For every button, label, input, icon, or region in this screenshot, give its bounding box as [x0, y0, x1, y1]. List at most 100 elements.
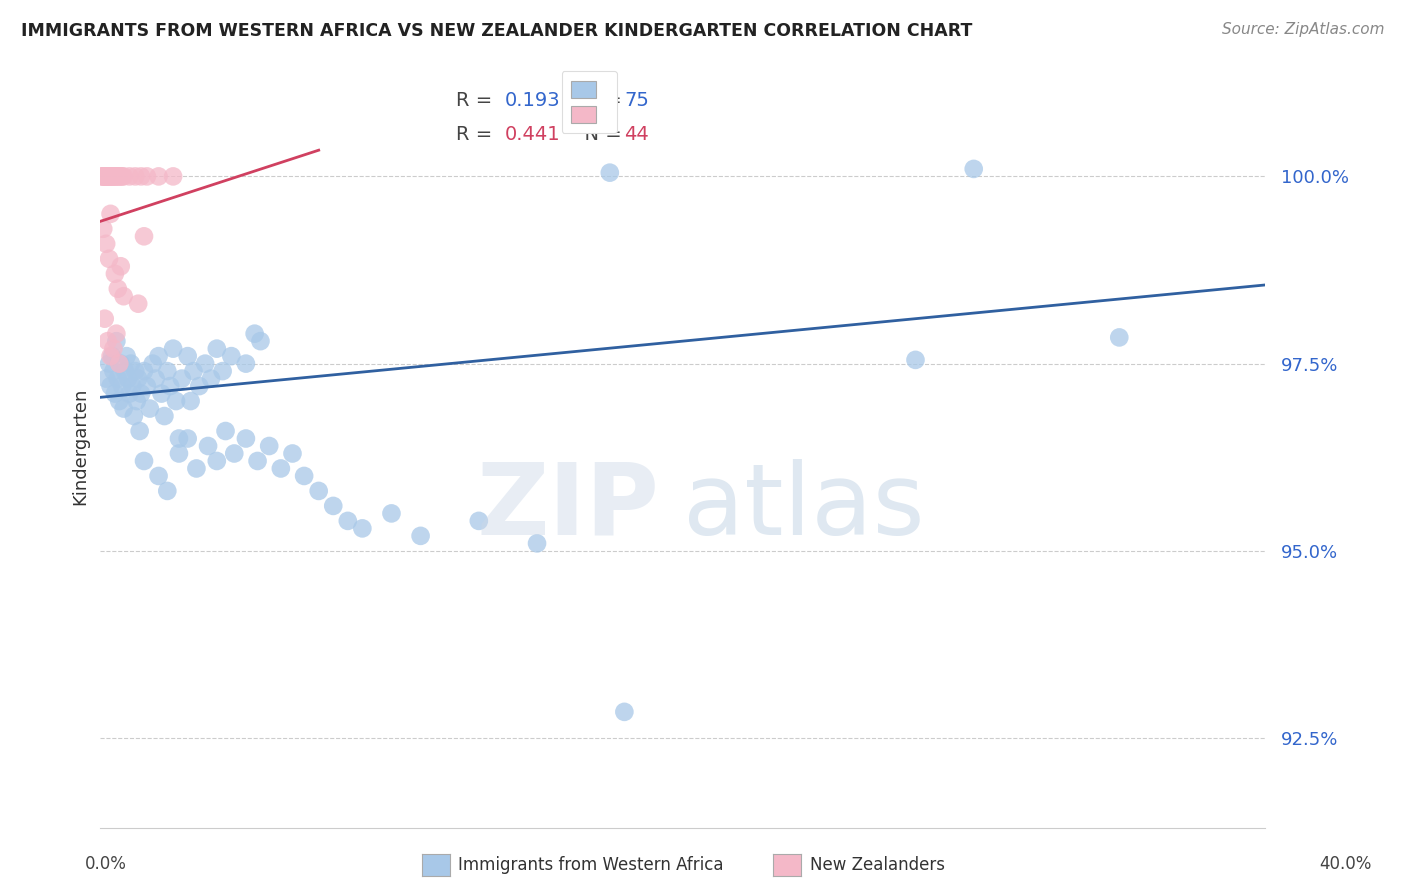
Point [91, 222, 114, 236]
Point [159, 379, 181, 393]
Point [100, 379, 122, 393]
Text: 0.441: 0.441 [505, 126, 560, 145]
Point [114, 364, 136, 378]
Point [162, 342, 184, 356]
Point [96, 169, 118, 184]
Point [107, 371, 129, 385]
Point [148, 169, 170, 184]
Text: Source: ZipAtlas.com: Source: ZipAtlas.com [1222, 22, 1385, 37]
Text: 0.193: 0.193 [505, 91, 560, 110]
Point [214, 424, 236, 438]
Point [224, 446, 246, 460]
Point [94, 169, 117, 184]
Point [200, 371, 222, 385]
Point [108, 357, 131, 371]
Point [108, 394, 131, 409]
Point [107, 282, 129, 296]
Point [145, 371, 167, 385]
Point [97, 334, 120, 348]
Text: 75: 75 [624, 91, 650, 110]
Point [153, 409, 176, 423]
Legend: , : , [561, 71, 617, 133]
Point [100, 207, 122, 221]
Point [110, 357, 132, 371]
Point [94, 169, 117, 184]
Point [90, 169, 112, 184]
Point [148, 469, 170, 483]
Point [110, 260, 132, 274]
Point [221, 349, 243, 363]
Point [104, 169, 127, 184]
Text: New Zealanders: New Zealanders [810, 856, 945, 874]
Point [91, 169, 114, 184]
Point [186, 461, 208, 475]
Point [118, 386, 141, 401]
Point [120, 357, 142, 371]
Point [93, 169, 115, 184]
Point [257, 439, 280, 453]
Point [526, 536, 548, 550]
Point [112, 289, 135, 303]
Point [281, 446, 304, 460]
Point [156, 364, 179, 378]
Point [98, 357, 121, 371]
Point [112, 401, 135, 416]
Text: N =: N = [572, 126, 628, 145]
Point [104, 386, 127, 401]
Point [101, 169, 124, 184]
Point [1108, 330, 1130, 344]
Point [170, 371, 193, 385]
Point [162, 169, 184, 184]
Point [963, 161, 986, 176]
Point [127, 371, 149, 385]
Point [150, 386, 173, 401]
Point [107, 169, 129, 184]
Point [128, 424, 150, 438]
Point [125, 394, 148, 409]
Point [103, 364, 125, 378]
Point [115, 349, 138, 363]
Point [380, 507, 402, 521]
Point [165, 394, 187, 409]
Point [96, 371, 118, 385]
Point [101, 349, 124, 363]
Point [111, 169, 134, 184]
Point [194, 357, 217, 371]
Text: IMMIGRANTS FROM WESTERN AFRICA VS NEW ZEALANDER KINDERGARTEN CORRELATION CHART: IMMIGRANTS FROM WESTERN AFRICA VS NEW ZE… [21, 22, 973, 40]
Point [105, 169, 128, 184]
Point [121, 379, 143, 393]
Point [97, 169, 120, 184]
Text: R =: R = [456, 91, 498, 110]
Point [176, 432, 198, 446]
Point [122, 409, 145, 423]
Text: Immigrants from Western Africa: Immigrants from Western Africa [458, 856, 724, 874]
Point [183, 364, 205, 378]
Point [211, 364, 233, 378]
Point [103, 169, 125, 184]
Point [156, 483, 179, 498]
Point [270, 461, 292, 475]
Point [132, 229, 155, 244]
Text: 44: 44 [624, 126, 650, 145]
Point [104, 267, 127, 281]
Point [180, 394, 202, 409]
Point [124, 364, 146, 378]
Point [132, 364, 155, 378]
Point [105, 334, 128, 348]
Point [142, 357, 165, 371]
Point [176, 349, 198, 363]
Point [148, 349, 170, 363]
Point [904, 352, 927, 367]
Point [117, 371, 139, 385]
Point [205, 454, 228, 468]
Point [292, 469, 315, 483]
Point [167, 432, 190, 446]
Point [322, 499, 344, 513]
Point [101, 169, 124, 184]
Point [352, 521, 374, 535]
Text: atlas: atlas [682, 458, 924, 556]
Point [197, 439, 219, 453]
Point [167, 446, 190, 460]
Text: 0.0%: 0.0% [84, 855, 127, 872]
Point [105, 326, 128, 341]
